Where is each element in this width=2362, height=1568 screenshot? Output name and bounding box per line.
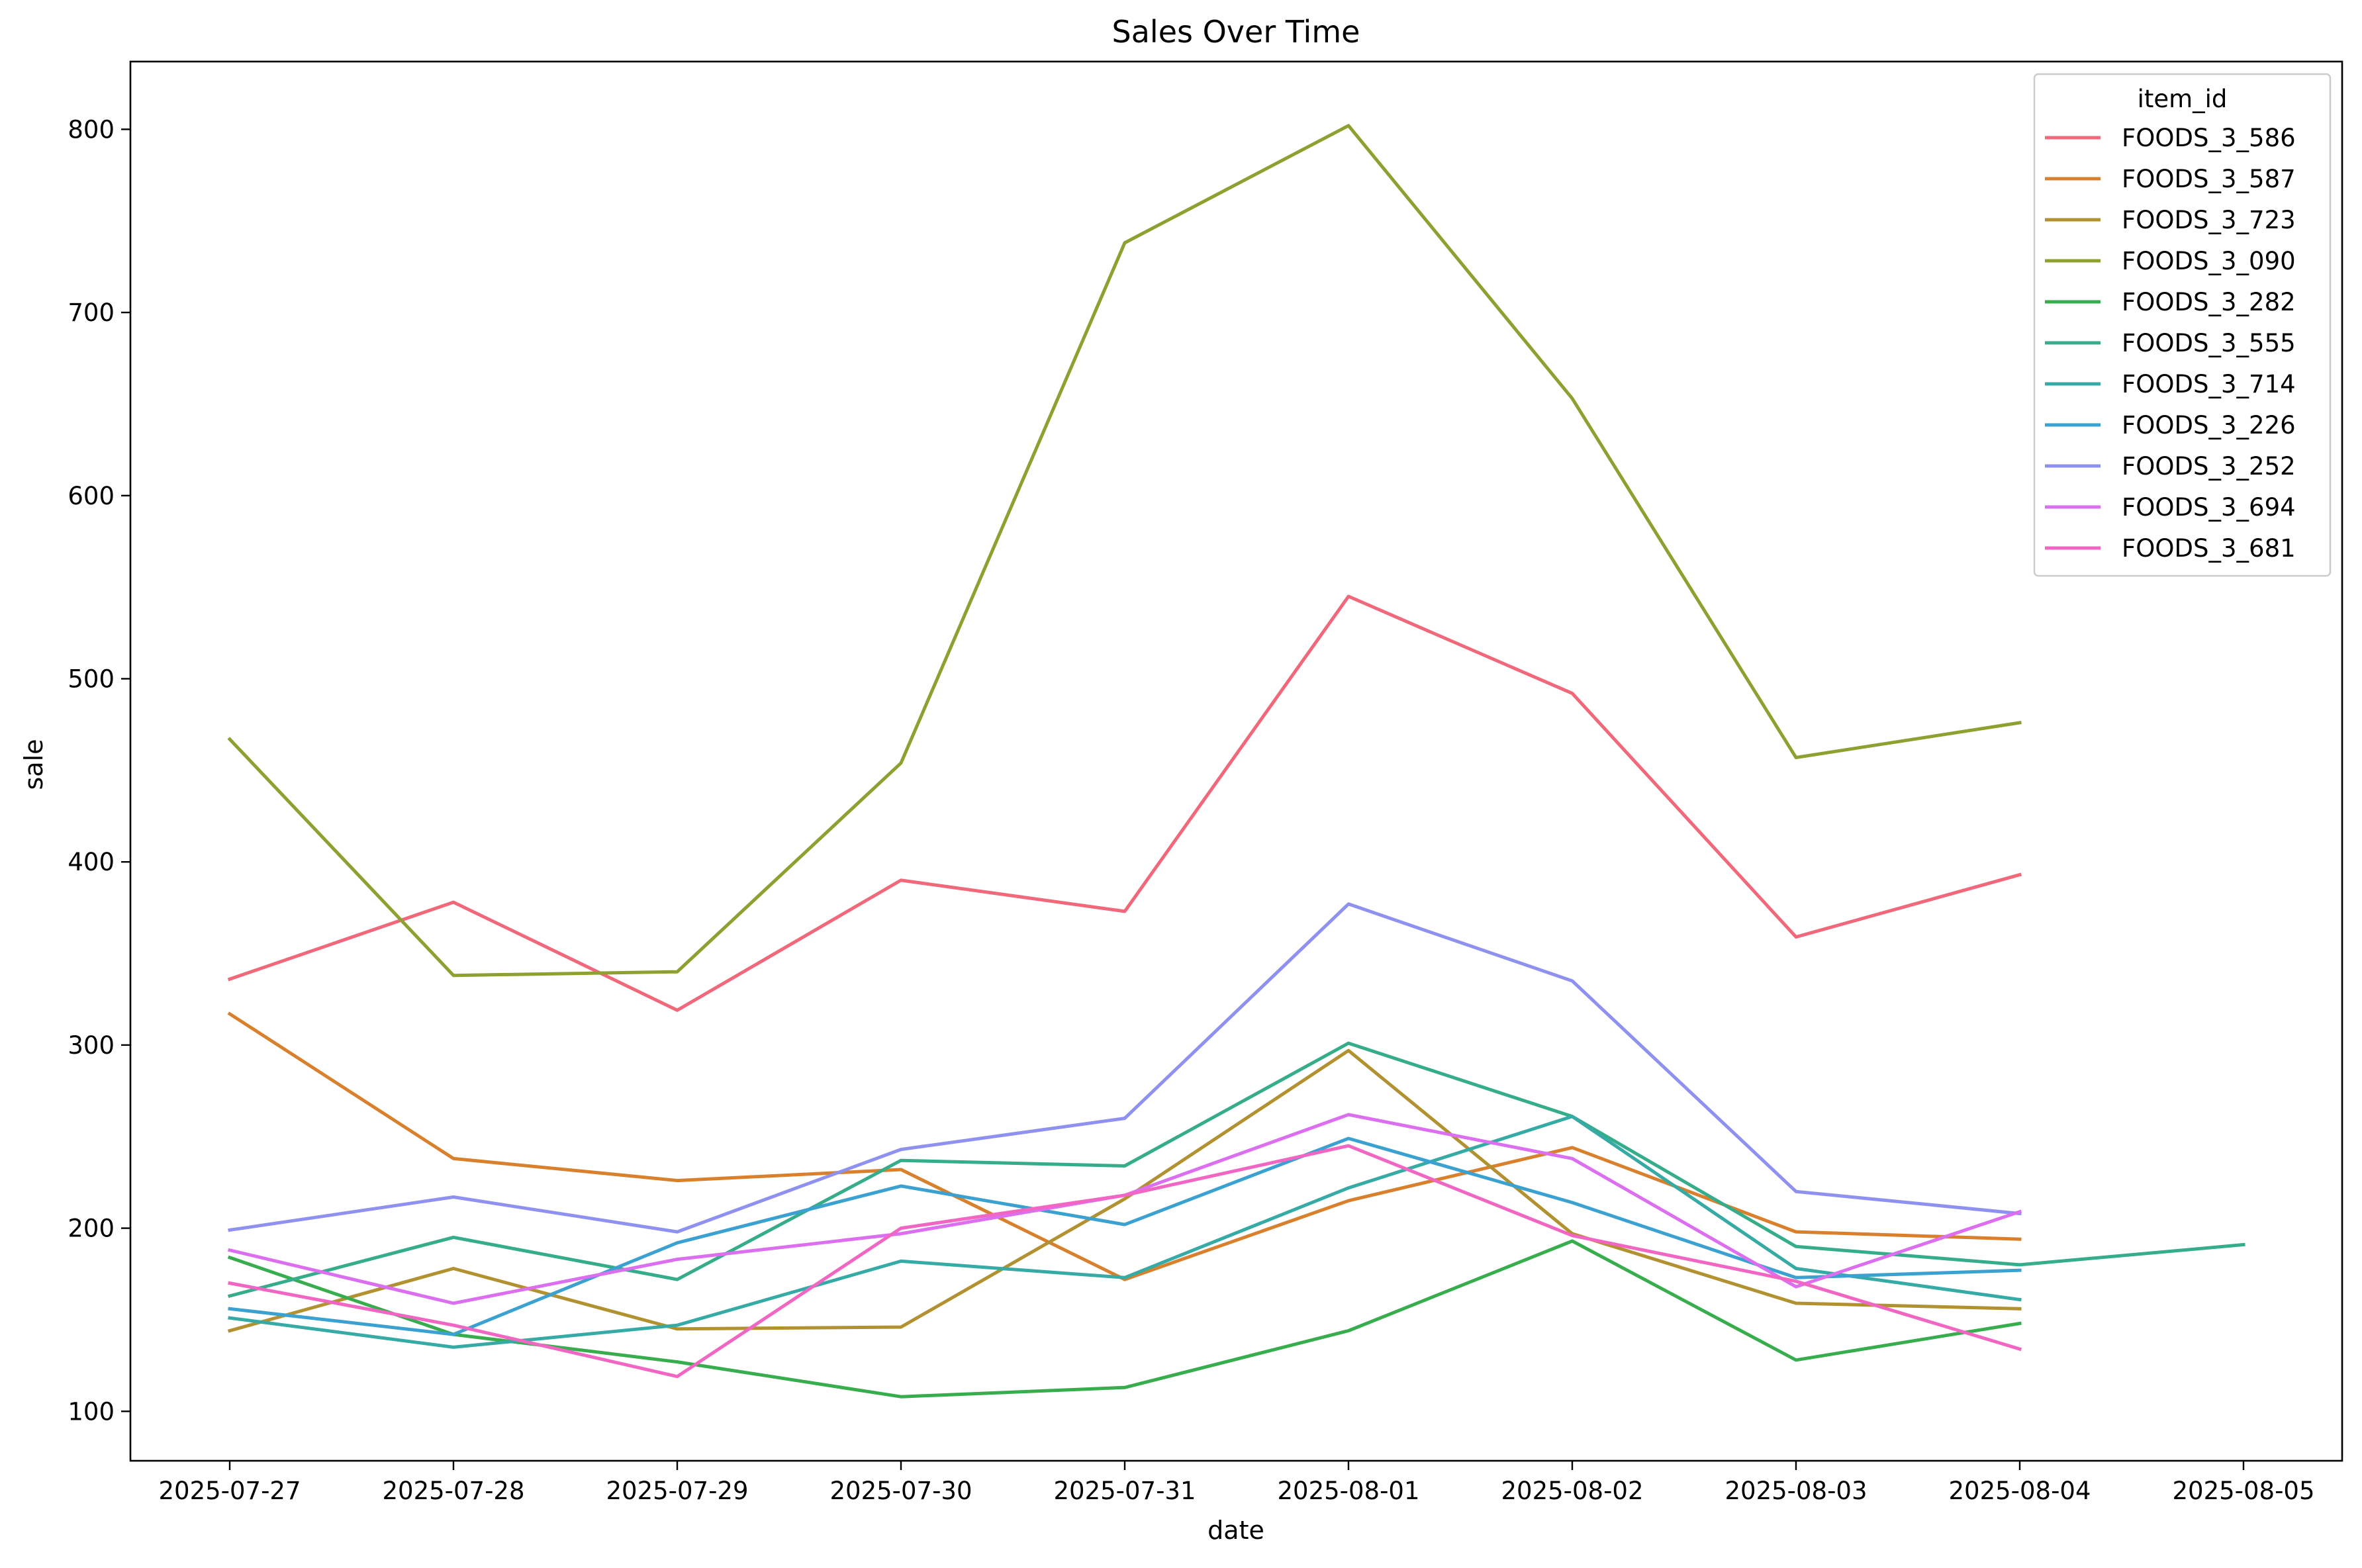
legend-label: FOODS_3_555 bbox=[2122, 329, 2296, 357]
x-tick-label: 2025-07-29 bbox=[606, 1477, 748, 1505]
y-tick-label: 200 bbox=[68, 1215, 115, 1243]
legend-item: FOODS_3_555 bbox=[2045, 329, 2296, 357]
y-axis: 100 200 300 400 500 600 700 800 bbox=[68, 115, 130, 1426]
y-tick-label: 300 bbox=[68, 1031, 115, 1060]
legend-label: FOODS_3_694 bbox=[2122, 493, 2296, 522]
legend-label: FOODS_3_252 bbox=[2122, 452, 2296, 481]
legend-label: FOODS_3_587 bbox=[2122, 165, 2296, 193]
y-tick-label: 800 bbox=[68, 115, 115, 144]
legend-label: FOODS_3_282 bbox=[2122, 288, 2296, 316]
legend-label: FOODS_3_714 bbox=[2122, 370, 2296, 398]
x-axis-label: date bbox=[1207, 1516, 1264, 1545]
legend: item_id FOODS_3_586 FOODS_3_587 FOODS_3_72… bbox=[2033, 73, 2332, 577]
y-tick-label: 500 bbox=[68, 665, 115, 693]
x-tick-label: 2025-08-04 bbox=[1948, 1477, 2091, 1505]
y-tick-label: 400 bbox=[68, 848, 115, 876]
series-line-foods-3-714 bbox=[228, 1115, 2022, 1349]
legend-label: FOODS_3_681 bbox=[2122, 534, 2296, 563]
legend-item: FOODS_3_694 bbox=[2045, 493, 2296, 522]
y-tick-label: 100 bbox=[68, 1397, 115, 1426]
x-axis: 2025-07-27 2025-07-28 2025-07-29 2025-07-30… bbox=[158, 1461, 2315, 1505]
y-axis-label: sale bbox=[19, 739, 48, 790]
series-line-foods-3-090 bbox=[227, 124, 2022, 978]
legend-item: FOODS_3_090 bbox=[2045, 247, 2296, 275]
y-tick-label: 600 bbox=[68, 482, 115, 510]
plot-frame bbox=[129, 60, 2343, 1462]
chart-title: Sales Over Time bbox=[1112, 14, 1360, 50]
series-line-foods-3-252 bbox=[228, 902, 2022, 1234]
legend-item: FOODS_3_723 bbox=[2045, 206, 2296, 234]
x-tick-label: 2025-07-30 bbox=[829, 1477, 972, 1505]
series-line-foods-3-586 bbox=[227, 594, 2022, 1012]
legend-item: FOODS_3_587 bbox=[2045, 165, 2296, 193]
legend-item: FOODS_3_226 bbox=[2045, 411, 2296, 439]
legend-title: item_id bbox=[2138, 85, 2228, 113]
x-tick-label: 2025-08-02 bbox=[1501, 1477, 1643, 1505]
legend-box bbox=[2033, 73, 2332, 577]
legend-label: FOODS_3_226 bbox=[2122, 411, 2296, 439]
x-tick-label: 2025-08-03 bbox=[1724, 1477, 1867, 1505]
legend-item: FOODS_3_714 bbox=[2045, 370, 2296, 398]
x-tick-label: 2025-08-01 bbox=[1277, 1477, 1419, 1505]
x-tick-label: 2025-07-31 bbox=[1053, 1477, 1196, 1505]
x-tick-label: 2025-07-27 bbox=[158, 1477, 301, 1505]
series-layer bbox=[227, 124, 2245, 1399]
legend-item: FOODS_3_681 bbox=[2045, 534, 2296, 563]
legend-label: FOODS_3_586 bbox=[2122, 124, 2296, 152]
legend-item: FOODS_3_282 bbox=[2045, 288, 2296, 316]
series-line-foods-3-555 bbox=[227, 1041, 2245, 1299]
legend-label: FOODS_3_723 bbox=[2122, 206, 2296, 234]
series-line-foods-3-681 bbox=[228, 1144, 2022, 1379]
x-tick-label: 2025-08-05 bbox=[2172, 1477, 2314, 1505]
legend-items: FOODS_3_586 FOODS_3_587 FOODS_3_723 FOODS_3… bbox=[2045, 124, 2296, 563]
x-tick-label: 2025-07-28 bbox=[382, 1477, 524, 1505]
legend-item: FOODS_3_252 bbox=[2045, 452, 2296, 481]
y-tick-label: 700 bbox=[68, 299, 115, 327]
legend-label: FOODS_3_090 bbox=[2122, 247, 2296, 275]
series-line-foods-3-226 bbox=[228, 1136, 2022, 1336]
legend-item: FOODS_3_586 bbox=[2045, 124, 2296, 152]
